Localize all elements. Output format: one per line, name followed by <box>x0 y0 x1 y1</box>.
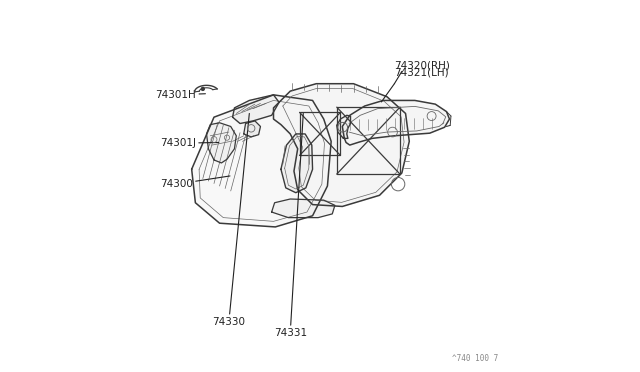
Text: 74301H: 74301H <box>156 90 205 100</box>
Text: 74331: 74331 <box>274 113 307 338</box>
Polygon shape <box>281 134 312 193</box>
Polygon shape <box>232 95 279 124</box>
Polygon shape <box>273 84 410 206</box>
Polygon shape <box>207 123 236 163</box>
Text: 74330: 74330 <box>212 113 250 327</box>
Polygon shape <box>244 121 260 137</box>
Text: 74301J: 74301J <box>160 138 219 148</box>
Polygon shape <box>271 199 335 218</box>
Circle shape <box>202 87 204 90</box>
Text: 74321(LH): 74321(LH) <box>394 68 449 77</box>
Text: ^740 100 7: ^740 100 7 <box>452 354 499 363</box>
Text: 74300: 74300 <box>160 176 230 189</box>
Text: 74320(RH): 74320(RH) <box>394 60 451 70</box>
Polygon shape <box>191 95 331 227</box>
Polygon shape <box>337 115 351 138</box>
Polygon shape <box>342 100 449 145</box>
